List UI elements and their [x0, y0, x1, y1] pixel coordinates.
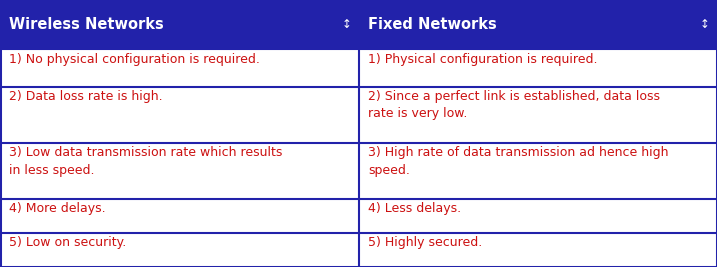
Text: Fixed Networks: Fixed Networks [368, 17, 497, 32]
Text: 2) Since a perfect link is established, data loss
rate is very low.: 2) Since a perfect link is established, … [368, 90, 660, 120]
Bar [358, 87, 717, 143]
Text: 1) Physical configuration is required.: 1) Physical configuration is required. [368, 53, 597, 66]
Text: 4) Less delays.: 4) Less delays. [368, 202, 461, 215]
Bar [0, 143, 358, 199]
Text: 1) No physical configuration is required.: 1) No physical configuration is required… [9, 53, 260, 66]
Bar [358, 143, 717, 199]
Text: ↕: ↕ [341, 18, 351, 31]
Bar [0, 0, 358, 49]
Text: Wireless Networks: Wireless Networks [9, 17, 164, 32]
Bar [358, 233, 717, 267]
Bar [0, 87, 358, 143]
Bar [358, 0, 717, 49]
Text: 5) Low on security.: 5) Low on security. [9, 236, 127, 249]
Bar [358, 49, 717, 87]
Text: 4) More delays.: 4) More delays. [9, 202, 106, 215]
Text: 3) Low data transmission rate which results
in less speed.: 3) Low data transmission rate which resu… [9, 146, 282, 176]
Bar [0, 49, 358, 87]
Text: 5) Highly secured.: 5) Highly secured. [368, 236, 482, 249]
Text: 3) High rate of data transmission ad hence high
speed.: 3) High rate of data transmission ad hen… [368, 146, 668, 176]
Bar [0, 199, 358, 233]
Text: 2) Data loss rate is high.: 2) Data loss rate is high. [9, 90, 163, 103]
Text: ↕: ↕ [700, 18, 710, 31]
Bar [358, 199, 717, 233]
Bar [0, 233, 358, 267]
